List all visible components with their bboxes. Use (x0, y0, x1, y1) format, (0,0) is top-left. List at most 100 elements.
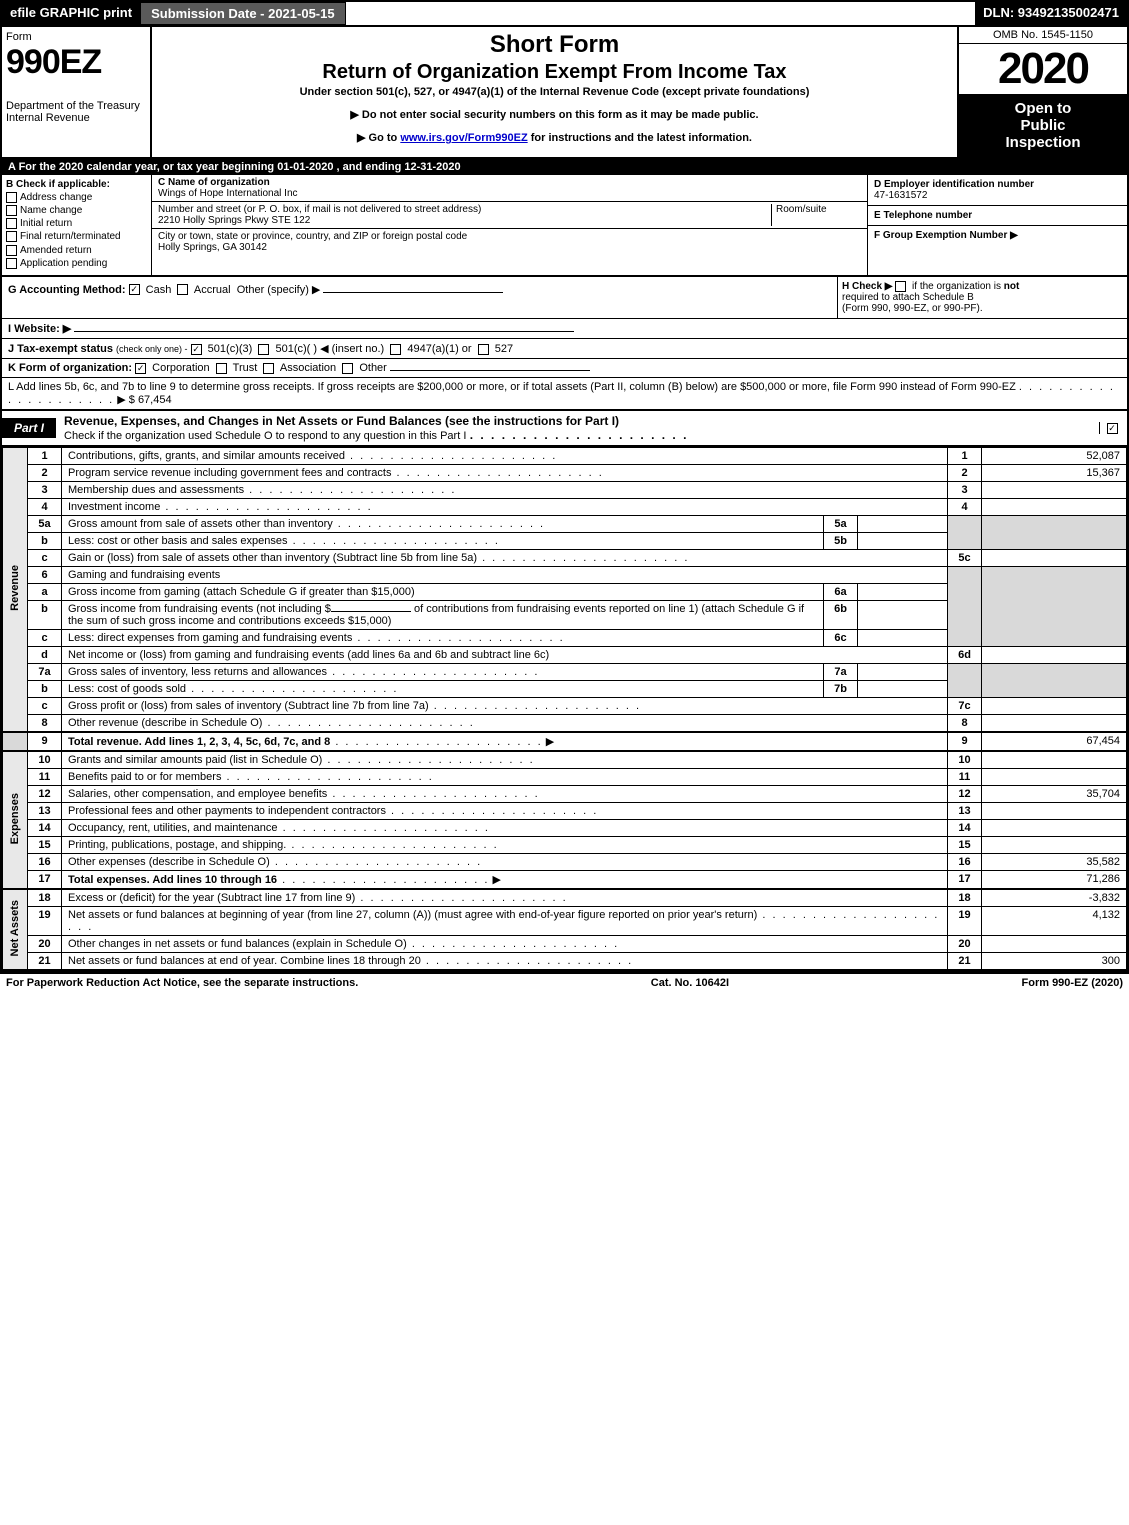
instr-pre: ▶ Go to (357, 132, 400, 144)
desc: Membership dues and assessments (68, 484, 244, 496)
amount: -3,832 (982, 889, 1127, 907)
amount: 15,367 (982, 464, 1127, 481)
subval (858, 583, 948, 600)
line-k: K Form of organization: Corporation Trus… (2, 359, 1127, 378)
chk-address-change[interactable]: Address change (6, 192, 147, 203)
row-2: 2 Program service revenue including gove… (3, 464, 1127, 481)
rnum: 21 (948, 952, 982, 969)
org-name: Wings of Hope International Inc (158, 188, 298, 199)
h-t1: if the organization is (912, 281, 1004, 292)
chk-amended[interactable]: Amended return (6, 245, 147, 256)
amount (982, 498, 1127, 515)
tax-year: 2020 (959, 44, 1127, 94)
section-a-period: A For the 2020 calendar year, or tax yea… (2, 159, 1127, 175)
rnum: 11 (948, 768, 982, 785)
chk-corp[interactable] (135, 363, 146, 374)
irs-link[interactable]: www.irs.gov/Form990EZ (400, 132, 527, 144)
subcol: 7b (824, 680, 858, 697)
lnum: 2 (28, 464, 62, 481)
part1-header: Part I Revenue, Expenses, and Changes in… (2, 409, 1127, 447)
ein-value: 47-1631572 (874, 190, 1121, 201)
j-sub: (check only one) - (116, 344, 188, 354)
row-11: 11 Benefits paid to or for members 11 (3, 768, 1127, 785)
row-6: 6 Gaming and fundraising events (3, 566, 1127, 583)
org-city: Holly Springs, GA 30142 (158, 242, 267, 253)
chk-final-return[interactable]: Final return/terminated (6, 231, 147, 242)
amount: 52,087 (982, 447, 1127, 464)
grey (982, 515, 1127, 549)
desc: Less: direct expenses from gaming and fu… (68, 632, 352, 644)
lnum: c (28, 629, 62, 646)
other-input[interactable] (323, 292, 503, 293)
accrual-label: Accrual (194, 284, 231, 296)
row-13: 13 Professional fees and other payments … (3, 802, 1127, 819)
fundraising-amt-input[interactable] (331, 611, 411, 612)
rnum: 13 (948, 802, 982, 819)
h-not: not (1004, 281, 1020, 292)
desc: Gross profit or (loss) from sales of inv… (68, 700, 429, 712)
h-label: H Check ▶ (842, 281, 892, 292)
chk-initial-return[interactable]: Initial return (6, 218, 147, 229)
lnum: 12 (28, 785, 62, 802)
desc: Net assets or fund balances at beginning… (68, 909, 757, 921)
footer: For Paperwork Reduction Act Notice, see … (0, 972, 1129, 992)
amount (982, 714, 1127, 732)
chk-pending[interactable]: Application pending (6, 258, 147, 269)
desc: Other expenses (describe in Schedule O) (68, 856, 270, 868)
rnum: 3 (948, 481, 982, 498)
row-9: 9 Total revenue. Add lines 1, 2, 3, 4, 5… (3, 732, 1127, 751)
amount (982, 768, 1127, 785)
chk-assoc[interactable] (263, 363, 274, 374)
rnum: 1 (948, 447, 982, 464)
chk-4947[interactable] (390, 344, 401, 355)
lnum: 13 (28, 802, 62, 819)
side-revenue: Revenue (3, 447, 28, 732)
l-amount: $ 67,454 (129, 394, 172, 406)
desc: Excess or (deficit) for the year (Subtra… (68, 892, 355, 904)
desc: Total expenses. Add lines 10 through 16 (68, 874, 277, 886)
grey (982, 566, 1127, 646)
arrow-icon: ▶ (492, 874, 500, 886)
g-label: G Accounting Method: (8, 284, 126, 296)
title-short-form: Short Form (156, 31, 953, 59)
financial-table: Revenue 1 Contributions, gifts, grants, … (2, 447, 1127, 970)
other-org-input[interactable] (390, 370, 590, 371)
row-7a: 7a Gross sales of inventory, less return… (3, 663, 1127, 680)
desc: Gross sales of inventory, less returns a… (68, 666, 327, 678)
chk-schedule-b[interactable] (895, 281, 906, 292)
desc: Occupancy, rent, utilities, and maintena… (68, 822, 278, 834)
line-g-h: G Accounting Method: Cash Accrual Other … (2, 277, 1127, 319)
row-19: 19 Net assets or fund balances at beginn… (3, 906, 1127, 935)
org-address: 2210 Holly Springs Pkwy STE 122 (158, 215, 310, 226)
chk-trust[interactable] (216, 363, 227, 374)
rnum: 10 (948, 751, 982, 769)
chk-527[interactable] (478, 344, 489, 355)
lnum: c (28, 549, 62, 566)
amount: 67,454 (982, 732, 1127, 751)
line-j: J Tax-exempt status (check only one) - 5… (2, 339, 1127, 359)
chk-name-change[interactable]: Name change (6, 205, 147, 216)
chk-cash[interactable] (129, 284, 140, 295)
opt-501c3: 501(c)(3) (208, 343, 253, 355)
grey (982, 663, 1127, 697)
chk-501c[interactable] (258, 344, 269, 355)
website-input[interactable] (74, 331, 574, 332)
cash-label: Cash (146, 284, 172, 296)
desc: Benefits paid to or for members (68, 771, 221, 783)
row-15: 15 Printing, publications, postage, and … (3, 836, 1127, 853)
submission-date: Submission Date - 2021-05-15 (140, 2, 346, 25)
omb-number: OMB No. 1545-1150 (959, 27, 1127, 44)
lnum: c (28, 697, 62, 714)
lnum: 6 (28, 566, 62, 583)
part1-checkbox[interactable] (1099, 422, 1127, 434)
chk-501c3[interactable] (191, 344, 202, 355)
header-right: OMB No. 1545-1150 2020 Open to Public In… (957, 27, 1127, 157)
header-left: Form 990EZ Department of the Treasury In… (2, 27, 152, 157)
chk-accrual[interactable] (177, 284, 188, 295)
lnum: 3 (28, 481, 62, 498)
desc: Gain or (loss) from sale of assets other… (68, 552, 477, 564)
lnum: 11 (28, 768, 62, 785)
row-16: 16 Other expenses (describe in Schedule … (3, 853, 1127, 870)
efile-print-button[interactable]: efile GRAPHIC print (2, 2, 140, 25)
chk-other-org[interactable] (342, 363, 353, 374)
